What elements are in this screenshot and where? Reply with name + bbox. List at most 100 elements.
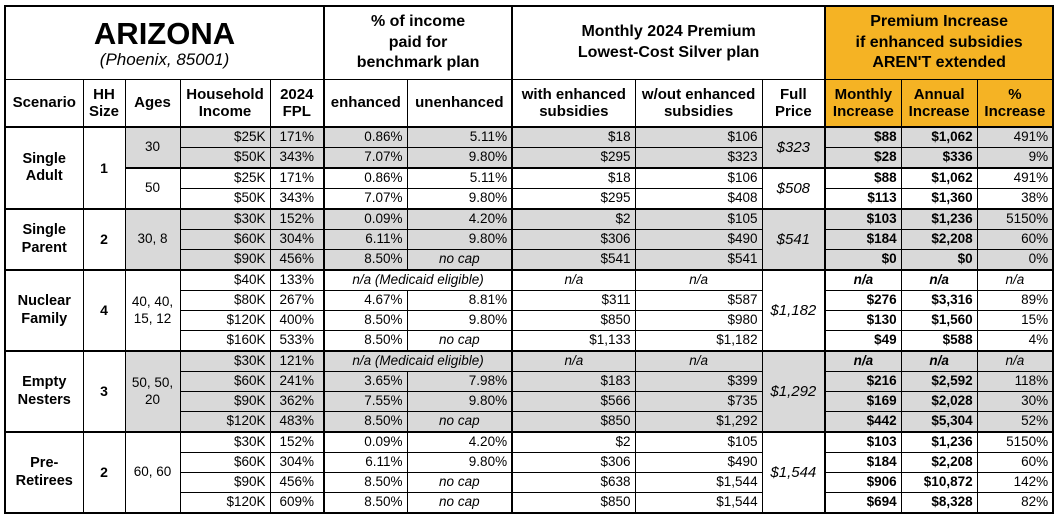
table-row: $50K 343% 7.07% 9.80% $295 $408 $113 $1,360 38%	[5, 188, 1054, 210]
cell-fpl: 533%	[269, 330, 326, 352]
cell-hh-size: 2	[82, 431, 126, 514]
cell-ages: 30	[124, 126, 181, 169]
cell-with-subsidies: $1,133	[511, 330, 636, 352]
premium-group-header: Monthly 2024 Premium Lowest-Cost Silver …	[511, 5, 827, 80]
table-row: Single Adult 1 30 $25K 171% 0.86% 5.11% $18 $106…	[4, 126, 1054, 210]
cell-hh-size: 1	[82, 126, 126, 210]
cell-unenhanced: 5.11%	[406, 167, 514, 189]
cell-annual-increase: n/a	[900, 269, 978, 291]
cell-income: $50K	[179, 188, 271, 210]
cell-with-subsidies: n/a	[511, 350, 636, 372]
cell-enhanced: 4.67%	[323, 290, 408, 311]
cell-fpl: 456%	[269, 249, 326, 271]
cell-income: $30K	[179, 431, 271, 453]
cell-full-price: $1,182	[761, 269, 827, 352]
cell-enhanced: 0.09%	[323, 431, 408, 453]
cell-wout-subsidies: $980	[634, 310, 763, 331]
state-title-cell: ARIZONA (Phoenix, 85001)	[4, 5, 326, 80]
cell-pct-increase: 142%	[976, 472, 1054, 493]
col-header-wout-enhanced-subsidies: w/out enhanced subsidies	[634, 79, 763, 128]
cell-enhanced: 7.07%	[323, 147, 408, 169]
cell-unenhanced: no cap	[406, 472, 514, 493]
cell-fpl: 483%	[269, 411, 326, 433]
cell-pct-increase: n/a	[976, 269, 1054, 291]
cell-wout-subsidies: $541	[634, 249, 763, 271]
cell-fpl: 171%	[269, 126, 326, 148]
cell-wout-subsidies: n/a	[634, 350, 763, 372]
table-row: $50K 343% 7.07% 9.80% $295 $323 $28 $336 9%	[5, 147, 1054, 169]
cell-wout-subsidies: $1,544	[634, 472, 763, 493]
cell-wout-subsidies: $408	[634, 188, 763, 210]
benchmark-group-header: % of income paid for benchmark plan	[323, 5, 514, 80]
cell-income: $40K	[179, 269, 271, 291]
cell-enhanced: 7.55%	[323, 391, 408, 412]
cell-monthly-increase: $0	[824, 249, 902, 271]
col-header-with-enhanced-subsidies: with enhanced subsidies	[511, 79, 636, 128]
cell-pct-increase: 9%	[976, 147, 1054, 169]
cell-enhanced: 0.86%	[323, 126, 408, 148]
cell-pct-increase: 118%	[976, 371, 1054, 392]
cell-scenario: Single Parent	[4, 208, 84, 271]
cell-unenhanced: no cap	[406, 411, 514, 433]
state-location: (Phoenix, 85001)	[99, 50, 230, 70]
cell-monthly-increase: $184	[824, 229, 902, 250]
cell-pct-increase: 82%	[976, 492, 1054, 514]
cell-wout-subsidies: $105	[634, 431, 763, 453]
cell-with-subsidies: $306	[511, 229, 636, 250]
cell-annual-increase: $3,316	[900, 290, 978, 311]
cell-with-subsidies: $850	[511, 492, 636, 514]
cell-monthly-increase: $103	[824, 208, 902, 230]
cell-income: $120K	[179, 492, 271, 514]
table-row: $90K 456% 8.50% no cap $638 $1,544 $906 $10,872…	[5, 472, 1054, 493]
cell-annual-increase: $2,208	[900, 452, 978, 473]
cell-with-subsidies: $638	[511, 472, 636, 493]
col-header-ages: Ages	[124, 79, 181, 128]
cell-full-price: $1,544	[761, 431, 827, 514]
cell-wout-subsidies: $1,182	[634, 330, 763, 352]
col-header-full-price: Full Price	[761, 79, 827, 128]
cell-ages: 30, 8	[124, 208, 181, 271]
cell-fpl: 152%	[269, 431, 326, 453]
cell-ages: 40, 40, 15, 12	[124, 269, 181, 352]
cell-enhanced: 8.50%	[323, 411, 408, 433]
cell-with-subsidies: $311	[511, 290, 636, 311]
cell-pct-increase: 4%	[976, 330, 1054, 352]
cell-enhanced: 8.50%	[323, 472, 408, 493]
cell-income: $120K	[179, 310, 271, 331]
cell-enhanced: 0.09%	[323, 208, 408, 230]
cell-monthly-increase: $184	[824, 452, 902, 473]
table-row: $120K 400% 8.50% 9.80% $850 $980 $130 $1,560 15%	[5, 310, 1054, 331]
cell-pct-increase: 60%	[976, 229, 1054, 250]
cell-unenhanced: 4.20%	[406, 208, 514, 230]
cell-with-subsidies: $541	[511, 249, 636, 271]
cell-annual-increase: $1,560	[900, 310, 978, 331]
increase-group-header: Premium Increase if enhanced subsidies A…	[824, 5, 1054, 80]
table-row: Single Parent 2 30, 8 $30K 152% 0.09% 4.20% $2 $…	[4, 208, 1054, 271]
cell-pct-increase: 15%	[976, 310, 1054, 331]
cell-hh-size: 4	[82, 269, 126, 352]
cell-monthly-increase: $88	[824, 167, 902, 189]
table-row: Pre- Retirees 2 60, 60 $30K 152% 0.09% 4.20% $2…	[4, 431, 1054, 514]
cell-unenhanced: no cap	[406, 492, 514, 514]
cell-unenhanced: 9.80%	[406, 310, 514, 331]
cell-income: $30K	[179, 350, 271, 372]
col-header-pct-increase: % Increase	[976, 79, 1054, 128]
cell-monthly-increase: $113	[824, 188, 902, 210]
table-row: $120K 483% 8.50% no cap $850 $1,292 $442 $5,304…	[5, 411, 1054, 433]
cell-with-subsidies: $295	[511, 188, 636, 210]
cell-monthly-increase: $216	[824, 371, 902, 392]
cell-pct-increase: 491%	[976, 126, 1054, 148]
cell-enhanced: 3.65%	[323, 371, 408, 392]
cell-income: $120K	[179, 411, 271, 433]
cell-unenhanced: 9.80%	[406, 229, 514, 250]
cell-medicaid-note: n/a (Medicaid eligible)	[323, 350, 514, 372]
cell-fpl: 343%	[269, 188, 326, 210]
cell-monthly-increase: $276	[824, 290, 902, 311]
state-name: ARIZONA	[93, 15, 236, 51]
cell-wout-subsidies: $490	[634, 452, 763, 473]
cell-income: $60K	[179, 452, 271, 473]
cell-annual-increase: $0	[900, 249, 978, 271]
cell-with-subsidies: $850	[511, 411, 636, 433]
cell-unenhanced: no cap	[406, 249, 514, 271]
cell-with-subsidies: $566	[511, 391, 636, 412]
